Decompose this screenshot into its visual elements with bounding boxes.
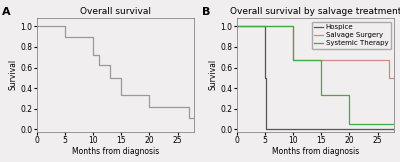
Salvage Surgery: [290, 59, 295, 61]
Text: B: B: [202, 7, 210, 17]
Line: Hospice: Hospice: [236, 26, 394, 129]
Hospice: [392, 128, 397, 130]
Systemic Therapy: [290, 25, 295, 27]
Systemic Therapy: [234, 25, 239, 27]
Y-axis label: Survival: Survival: [8, 59, 18, 90]
Hospice: [264, 128, 269, 130]
X-axis label: Months from diagnosis: Months from diagnosis: [72, 147, 159, 156]
Systemic Therapy: [347, 123, 352, 125]
Hospice: [234, 25, 239, 27]
Systemic Therapy: [347, 94, 352, 96]
Salvage Surgery: [386, 77, 391, 79]
Salvage Surgery: [290, 25, 295, 27]
Salvage Surgery: [386, 59, 391, 61]
Hospice: [262, 25, 267, 27]
Line: Systemic Therapy: Systemic Therapy: [236, 26, 394, 124]
Title: Overall survival: Overall survival: [80, 7, 151, 16]
Hospice: [262, 77, 267, 79]
Systemic Therapy: [290, 59, 295, 61]
Title: Overall survival by salvage treatment: Overall survival by salvage treatment: [230, 7, 400, 16]
Systemic Therapy: [319, 59, 324, 61]
Text: A: A: [2, 7, 10, 17]
Legend: Hospice, Salvage Surgery, Systemic Therapy: Hospice, Salvage Surgery, Systemic Thera…: [312, 22, 391, 49]
X-axis label: Months from diagnosis: Months from diagnosis: [272, 147, 359, 156]
Salvage Surgery: [392, 77, 397, 79]
Systemic Therapy: [392, 123, 397, 125]
Hospice: [264, 77, 269, 79]
Y-axis label: Survival: Survival: [208, 59, 218, 90]
Line: Salvage Surgery: Salvage Surgery: [236, 26, 394, 78]
Salvage Surgery: [234, 25, 239, 27]
Systemic Therapy: [319, 94, 324, 96]
